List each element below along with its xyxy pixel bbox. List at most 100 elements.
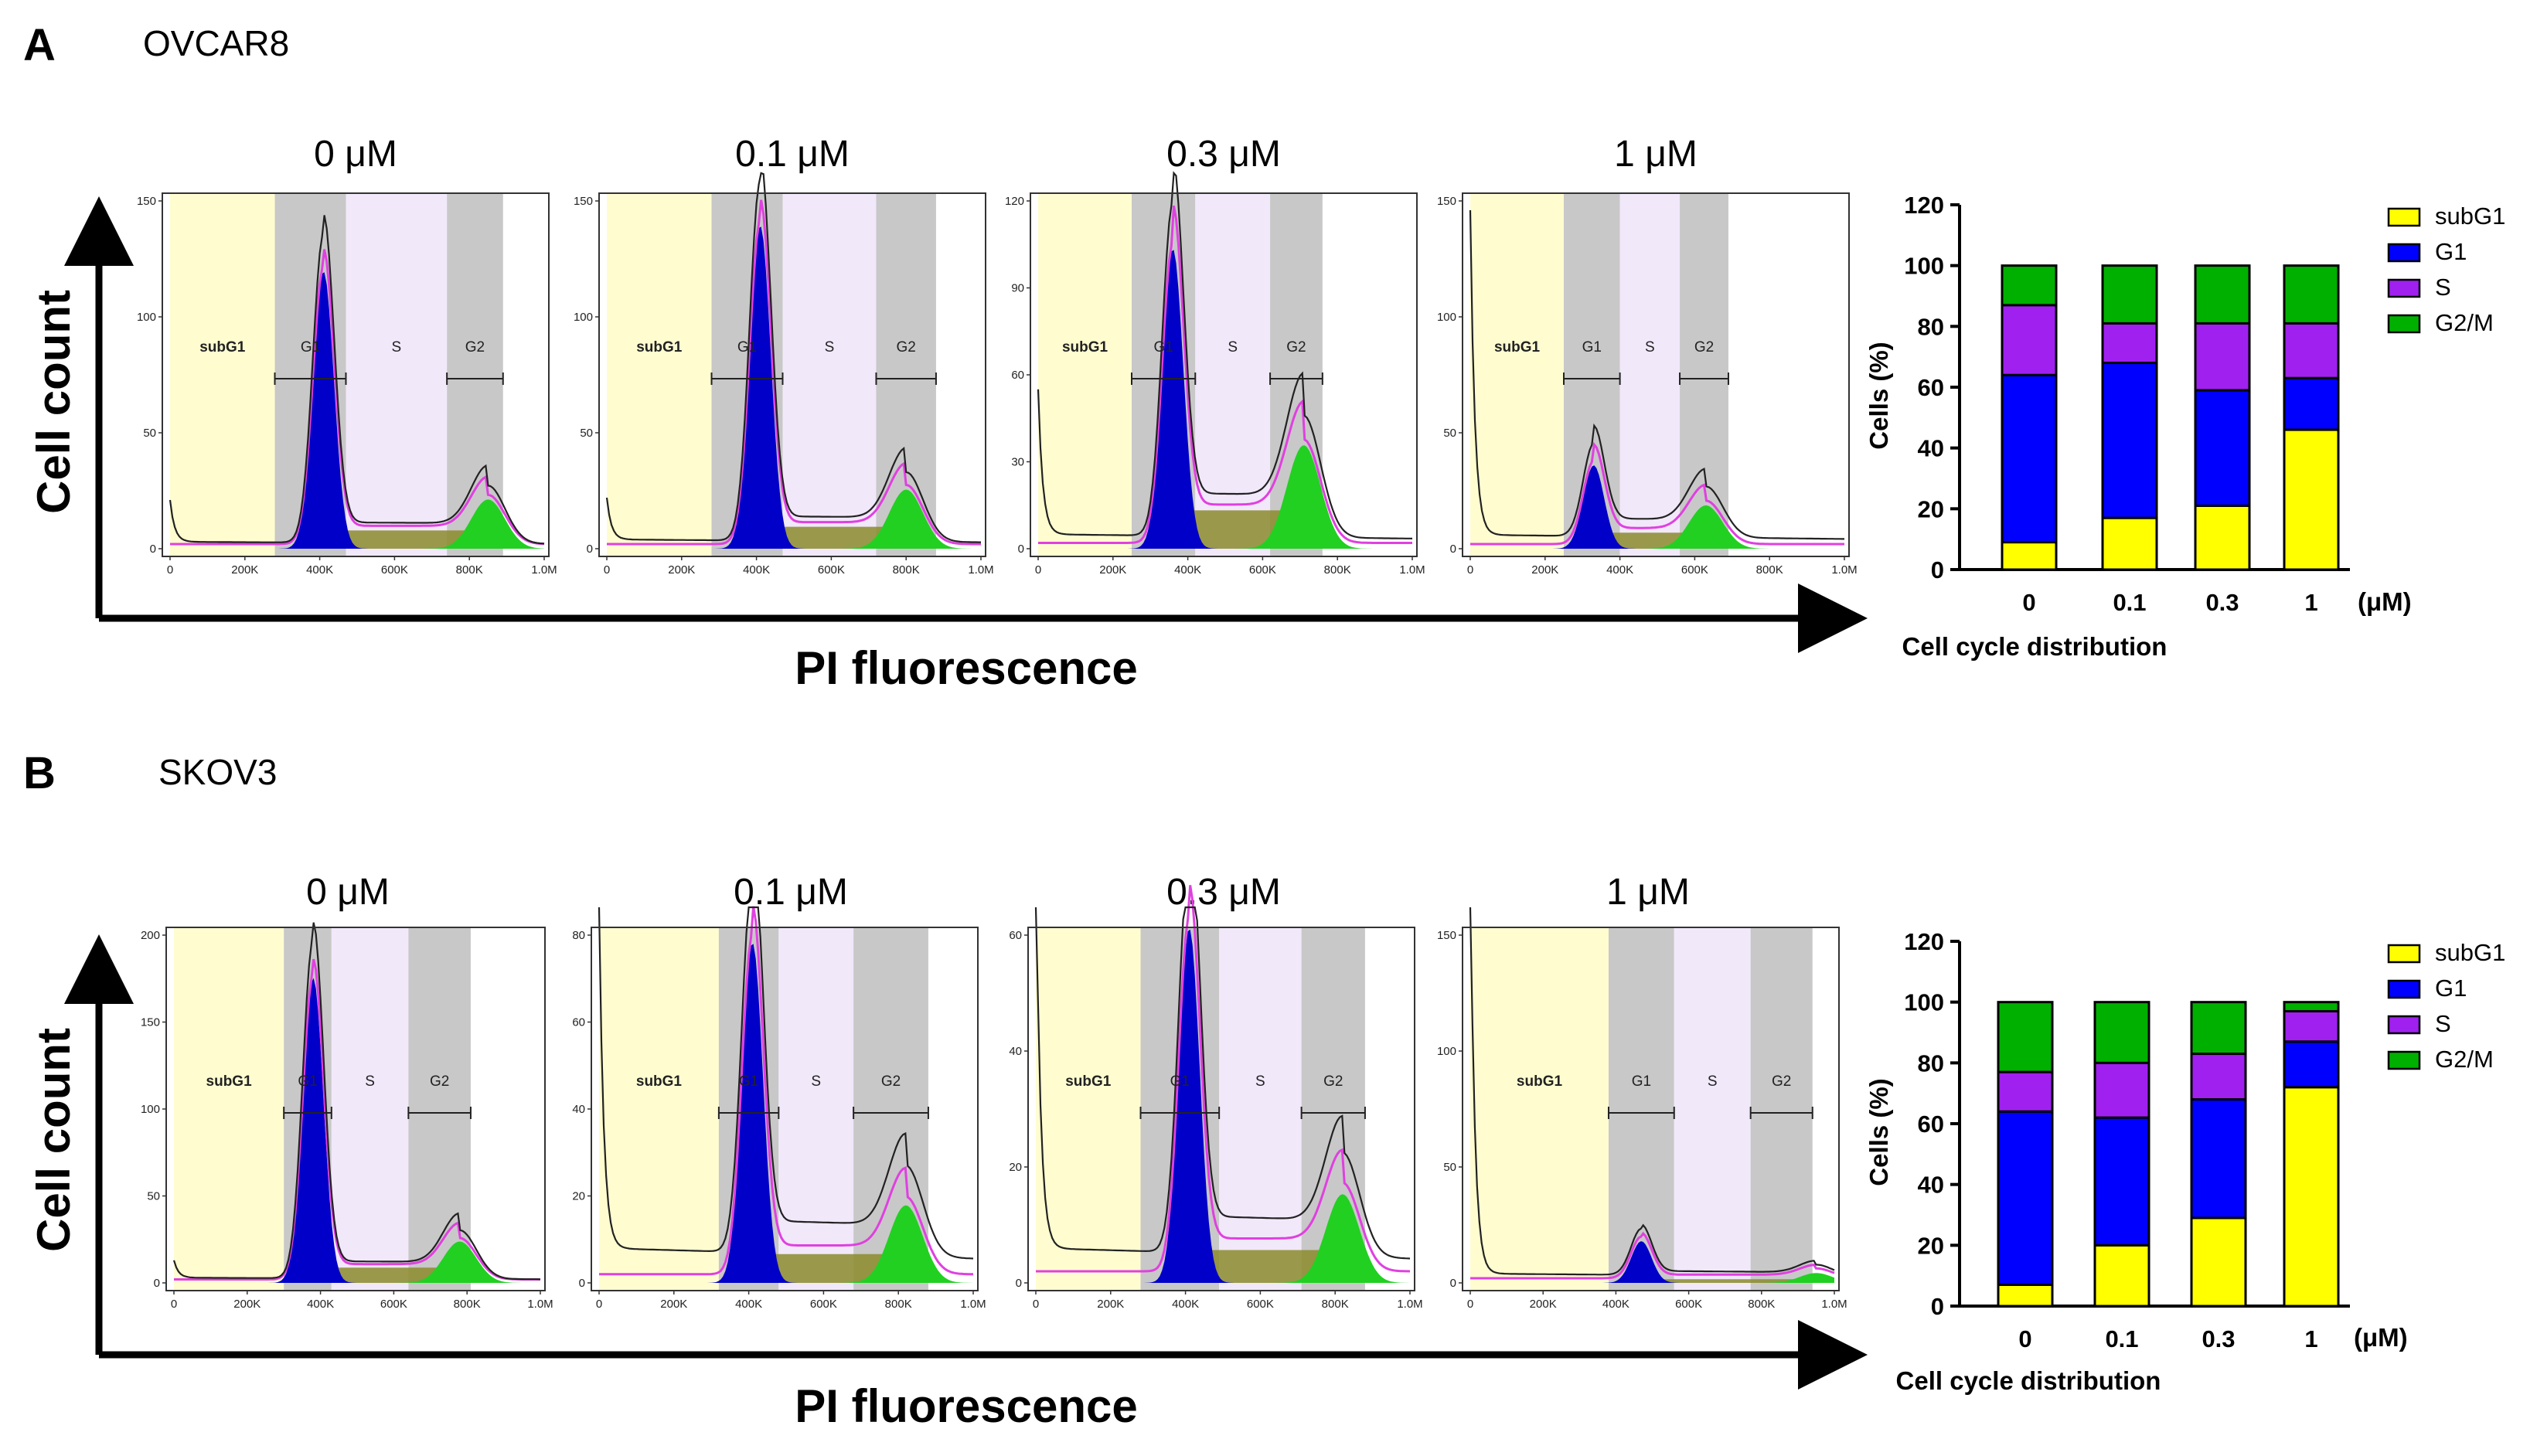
x-tick-label: 1.0M <box>531 563 557 577</box>
x-tick-label: 200K <box>1530 1298 1557 1311</box>
bar-segment-s <box>1997 1070 2054 1113</box>
x-tick-label: 400K <box>307 1298 334 1311</box>
s-gate-label: S <box>1708 1073 1718 1090</box>
x-tick-label: 200K <box>233 1298 261 1311</box>
x-tick-label: 600K <box>1675 1298 1702 1311</box>
chart-y-tick-label: 60 <box>1918 374 1944 401</box>
bar-segment-g2m <box>2190 1001 2247 1056</box>
y-tick-label: 150 <box>574 195 593 208</box>
g1-gate-label: G1 <box>301 339 320 355</box>
model-fit-line <box>1038 206 1412 544</box>
y-tick-label: 0 <box>579 1277 585 1290</box>
legend-label: S <box>2435 274 2451 301</box>
subg1-gate-band <box>599 927 719 1291</box>
bar-segment-g1 <box>2190 1098 2247 1220</box>
y-tick-label: 60 <box>572 1016 585 1029</box>
g2-gate-label: G2 <box>1694 339 1714 355</box>
bar-segment-g1 <box>1997 1110 2054 1286</box>
x-tick-label: 0 <box>167 563 173 577</box>
x-tick-label: 0 <box>1467 1298 1473 1311</box>
legend-swatch <box>2387 243 2421 263</box>
chart-x-tick-label: 1 <box>2304 1325 2317 1352</box>
y-tick-label: 0 <box>1450 1277 1456 1290</box>
y-tick-label: 90 <box>1011 282 1024 295</box>
y-tick-label: 80 <box>572 929 585 942</box>
legend-swatch <box>2387 314 2421 334</box>
chart-x-tick-label: 0.3 <box>2205 589 2239 616</box>
bar-segment-s <box>2001 304 2058 376</box>
bar-segment-g1 <box>2101 362 2158 519</box>
legend-label: G2/M <box>2435 309 2494 336</box>
chart-y-tick-label: 80 <box>1918 313 1944 340</box>
legend-swatch <box>2387 207 2421 227</box>
x-tick-label: 400K <box>1606 563 1633 577</box>
subg1-gate-label: subG1 <box>1062 339 1108 355</box>
x-tick-label: 600K <box>1247 1298 1274 1311</box>
g1-gate-band <box>1608 927 1674 1291</box>
histogram-frame <box>1027 927 1415 1291</box>
bar-segment-g1 <box>2093 1116 2150 1247</box>
y-tick-label: 0 <box>1016 1277 1022 1290</box>
bar-segment-g1 <box>2283 1040 2340 1089</box>
y-tick-label: 40 <box>1009 1045 1022 1058</box>
x-tick-label: 800K <box>454 1298 481 1311</box>
panel-letter: B <box>23 748 56 798</box>
chart-y-title: Cells (%) <box>1864 1078 1893 1186</box>
bar-segment-subg1 <box>2194 504 2251 571</box>
g1-gate-label: G1 <box>298 1073 317 1090</box>
model-fit-line <box>174 958 540 1281</box>
subg1-gate-label: subG1 <box>1065 1073 1112 1090</box>
bar-segment-s <box>2283 1009 2340 1043</box>
g1-gate-label: G1 <box>1153 339 1173 355</box>
y-tick-label: 120 <box>1005 195 1024 208</box>
dose-label: 1 μM <box>1614 134 1698 175</box>
s-gate-band <box>1619 193 1681 556</box>
legend-swatch <box>2387 1015 2421 1035</box>
g1-gate-label: G1 <box>737 339 757 355</box>
g2-gate-band <box>447 193 503 556</box>
g2-gate-band <box>408 927 471 1291</box>
chart-x-tick-label: 0.1 <box>2113 589 2146 616</box>
x-tick-label: 200K <box>231 563 258 577</box>
bar-segment-g2m <box>2194 264 2251 325</box>
g1-gate-label: G1 <box>1170 1073 1190 1090</box>
chart-x-unit: (μM) <box>2354 1323 2408 1352</box>
x-tick-label: 200K <box>1097 1298 1124 1311</box>
y-tick-label: 150 <box>1437 929 1456 942</box>
s-gate-band <box>778 927 854 1291</box>
x-axis-title: PI fluorescence <box>795 1380 1138 1432</box>
g2-gate-label: G2 <box>430 1073 449 1090</box>
g2-gate-band <box>1750 927 1813 1291</box>
x-tick-label: 800K <box>885 1298 912 1311</box>
x-tick-label: 400K <box>735 1298 762 1311</box>
s-gate-label: S <box>1645 339 1655 355</box>
bar-segment-g2m <box>2283 264 2340 325</box>
y-tick-label: 50 <box>147 1190 160 1203</box>
data-histogram-line <box>1034 906 1411 1260</box>
y-tick-label: 200 <box>141 929 160 942</box>
model-fit-line <box>607 199 981 546</box>
subg1-gate-band <box>1470 927 1609 1291</box>
y-tick-label: 40 <box>572 1103 585 1116</box>
subg1-gate-label: subG1 <box>1494 339 1541 355</box>
data-histogram-line <box>605 172 981 543</box>
cell-line-label: SKOV3 <box>158 752 277 792</box>
subg1-gate-label: subG1 <box>636 1073 683 1090</box>
data-histogram-line <box>172 922 540 1281</box>
data-histogram-line <box>1469 907 1835 1276</box>
chart-x-title: Cell cycle distribution <box>1896 1366 2161 1395</box>
s-gate-band <box>1674 927 1751 1291</box>
bar-segment-subg1 <box>2093 1243 2150 1308</box>
dose-label: 1 μM <box>1606 872 1690 913</box>
g2-peak-fill <box>1470 1273 1834 1283</box>
data-histogram-line <box>1037 171 1413 539</box>
s-phase-fill <box>170 530 544 549</box>
y-tick-label: 0 <box>154 1277 160 1290</box>
g2-gate-label: G2 <box>1772 1073 1791 1090</box>
x-tick-label: 800K <box>1324 563 1351 577</box>
bar-segment-s <box>2093 1061 2150 1119</box>
dose-label: 0 μM <box>306 872 390 913</box>
x-tick-label: 400K <box>743 563 770 577</box>
bar-segment-s <box>2283 321 2340 379</box>
stacked-bar-chart: Cell cycle distribution Cells (%) (μM) 0… <box>1864 192 2505 661</box>
